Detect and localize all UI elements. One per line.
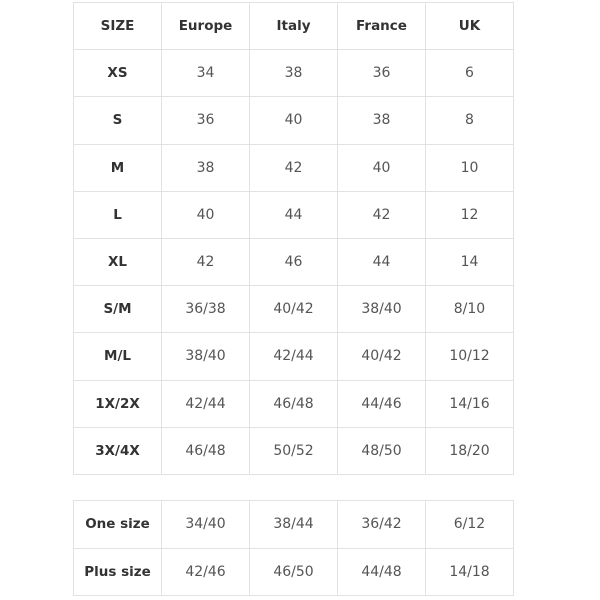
size-label-cell: M/L: [73, 332, 162, 381]
size-label-cell: XL: [73, 237, 162, 287]
size-value-cell: 8: [425, 96, 514, 145]
column-header: UK: [425, 1, 514, 51]
table-row: M/L 38/40 42/44 40/42 10/12: [73, 332, 514, 381]
column-header: SIZE: [73, 1, 162, 51]
size-value-cell: 38: [249, 49, 338, 98]
size-value-cell: 14/16: [425, 379, 514, 428]
size-label-cell: S: [73, 96, 162, 145]
size-value-cell: 46: [249, 237, 338, 287]
size-label-cell: L: [73, 190, 162, 239]
size-value-cell: 44/46: [337, 379, 426, 428]
size-value-cell: 40/42: [337, 332, 426, 381]
size-value-cell: 44: [337, 237, 426, 287]
size-value-cell: 18/20: [425, 426, 514, 475]
header-row: SIZE Europe Italy France UK: [73, 1, 514, 51]
size-value-cell: 46/50: [249, 547, 338, 596]
table-row: M 38 42 40 10: [73, 143, 514, 192]
table-row: S/M 36/38 40/42 38/40 8/10: [73, 285, 514, 334]
size-value-cell: 40: [337, 143, 426, 192]
size-label-cell: 3X/4X: [73, 426, 162, 475]
size-value-cell: 12: [425, 190, 514, 239]
size-value-cell: 42: [161, 237, 250, 287]
table-row: L 40 44 42 12: [73, 190, 514, 239]
size-value-cell: 38/44: [249, 500, 338, 549]
size-label-cell: XS: [73, 49, 162, 98]
column-header: Italy: [249, 1, 338, 51]
size-value-cell: 42/44: [161, 379, 250, 428]
size-value-cell: 38: [337, 96, 426, 145]
table-row: Plus size 42/46 46/50 44/48 14/18: [73, 547, 514, 596]
size-value-cell: 40: [249, 96, 338, 145]
table-row: One size 34/40 38/44 36/42 6/12: [73, 500, 514, 549]
size-value-cell: 34/40: [161, 500, 250, 549]
size-value-cell: 44/48: [337, 547, 426, 596]
size-value-cell: 36/38: [161, 285, 250, 334]
column-header: France: [337, 1, 426, 51]
size-value-cell: 42/46: [161, 547, 250, 596]
size-value-cell: 8/10: [425, 285, 514, 334]
size-value-cell: 50/52: [249, 426, 338, 475]
size-value-cell: 10/12: [425, 332, 514, 381]
table-row: 3X/4X 46/48 50/52 48/50 18/20: [73, 426, 514, 475]
size-value-cell: 36: [161, 96, 250, 145]
size-value-cell: 36/42: [337, 500, 426, 549]
table-row: S 36 40 38 8: [73, 96, 514, 145]
column-header: Europe: [161, 1, 250, 51]
size-value-cell: 46/48: [161, 426, 250, 475]
size-value-cell: 14: [425, 237, 514, 287]
size-value-cell: 42: [337, 190, 426, 239]
size-value-cell: 14/18: [425, 547, 514, 596]
size-label-cell: One size: [73, 500, 162, 549]
size-label-cell: M: [73, 143, 162, 192]
table-row: 1X/2X 42/44 46/48 44/46 14/16: [73, 379, 514, 428]
size-value-cell: 40: [161, 190, 250, 239]
size-value-cell: 48/50: [337, 426, 426, 475]
size-label-cell: S/M: [73, 285, 162, 334]
size-value-cell: 34: [161, 49, 250, 98]
size-label-cell: 1X/2X: [73, 379, 162, 428]
size-label-cell: Plus size: [73, 547, 162, 596]
size-value-cell: 40/42: [249, 285, 338, 334]
size-value-cell: 36: [337, 49, 426, 98]
size-value-cell: 38/40: [337, 285, 426, 334]
size-value-cell: 10: [425, 143, 514, 192]
size-value-cell: 6: [425, 49, 514, 98]
size-value-cell: 6/12: [425, 500, 514, 549]
size-chart-table: SIZE Europe Italy France UK XS 34 38 36 6 S 36 40 38 8…: [73, 1, 514, 475]
table-row: XS 34 38 36 6: [73, 49, 514, 98]
size-value-cell: 44: [249, 190, 338, 239]
extra-size-table: One size 34/40 38/44 36/42 6/12 Plus size 42/4…: [73, 500, 514, 596]
size-value-cell: 38: [161, 143, 250, 192]
size-value-cell: 42/44: [249, 332, 338, 381]
size-value-cell: 46/48: [249, 379, 338, 428]
table-row: XL 42 46 44 14: [73, 237, 514, 287]
size-value-cell: 42: [249, 143, 338, 192]
size-value-cell: 38/40: [161, 332, 250, 381]
